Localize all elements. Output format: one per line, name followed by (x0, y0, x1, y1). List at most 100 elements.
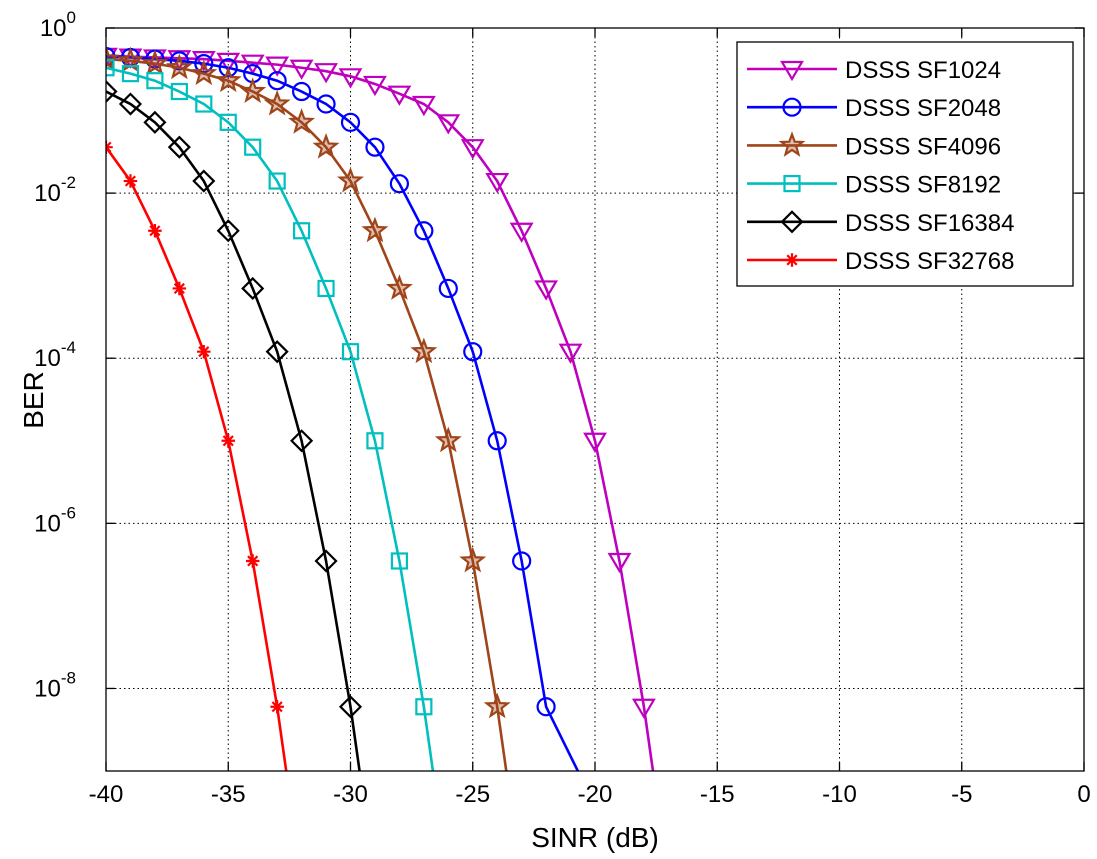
legend-label: DSSS SF1024 (845, 57, 1001, 84)
data-point (265, 56, 290, 77)
data-point (390, 552, 408, 570)
data-point (267, 71, 287, 91)
series-line (106, 57, 508, 771)
legend-label: DSSS SF32768 (845, 248, 1014, 275)
y-axis-label: BER (18, 371, 49, 429)
data-point (387, 85, 412, 106)
data-point (170, 82, 188, 101)
data-point (245, 554, 260, 568)
data-point (338, 68, 363, 89)
data-point (534, 280, 559, 301)
y-tick-exponent: 0 (67, 8, 76, 27)
legend-box (736, 41, 1074, 287)
series-dsss-sf16384 (106, 79, 363, 771)
legend-marker (782, 97, 802, 117)
data-point (288, 108, 316, 134)
data-point (314, 63, 338, 84)
data-point (483, 692, 511, 719)
data-point (106, 44, 120, 71)
legend-label: DSSS SF8192 (845, 172, 1001, 199)
data-point (221, 434, 235, 448)
legend-label: DSSS SF2048 (845, 95, 1001, 122)
data-point (219, 113, 237, 131)
y-tick-base: 10 (34, 510, 61, 537)
series-line (106, 55, 580, 771)
x-tick-label: -20 (578, 781, 613, 808)
series-dsss-sf4096 (106, 44, 511, 771)
data-point (385, 274, 413, 300)
ticks (105, 27, 1085, 771)
tick-labels: -40 -35 -30 -25 -20 -15 -10 -5 010010-210-410-61… (34, 8, 1091, 808)
data-point (365, 137, 385, 157)
y-tick-exponent: -2 (61, 173, 76, 192)
data-point (121, 65, 140, 83)
data-point (341, 343, 360, 361)
data-point (265, 340, 289, 364)
data-point (312, 133, 340, 159)
data-point (459, 546, 487, 573)
data-point (414, 221, 434, 241)
data-point (337, 166, 364, 193)
legend-label: DSSS SF16384 (845, 210, 1014, 237)
data-point (583, 432, 607, 453)
data-point (463, 342, 483, 362)
data-point (460, 139, 485, 160)
data-point (487, 431, 507, 451)
data-point (317, 279, 335, 298)
legend-item: DSSS SF2048 (747, 95, 1001, 122)
data-point (192, 169, 216, 193)
series-dsss-sf1024 (106, 47, 656, 771)
data-point (169, 51, 189, 71)
y-tick-label: 10-8 (34, 668, 76, 702)
legend-marker (780, 210, 804, 234)
y-tick-exponent: -6 (61, 503, 76, 522)
data-point (194, 54, 214, 74)
x-tick-label: -35 (211, 781, 246, 808)
data-point (241, 276, 265, 301)
legend-item: DSSS SF1024 (747, 57, 1001, 84)
series-line (106, 90, 361, 771)
legend-marker (780, 60, 804, 82)
data-point (338, 695, 363, 719)
legend: DSSS SF1024 DSSS SF2048 DSSS SF4096 DSSS SF… (736, 41, 1074, 287)
series-line (106, 54, 655, 771)
data-point (167, 135, 191, 159)
y-tick-base: 10 (40, 15, 67, 42)
legend-item: DSSS SF8192 (747, 172, 1001, 199)
data-point (512, 551, 532, 571)
data-point (244, 138, 262, 156)
data-point (292, 81, 312, 102)
data-point (106, 59, 115, 77)
data-point (366, 432, 384, 450)
y-tick-label: 10-2 (34, 173, 76, 207)
data-point (143, 110, 167, 134)
y-tick-base: 10 (34, 345, 61, 372)
data-point (410, 337, 438, 364)
data-point (214, 66, 242, 93)
data-point (197, 344, 211, 359)
data-point (239, 77, 267, 103)
data-point (216, 219, 240, 243)
data-point (268, 172, 286, 190)
data-point (146, 72, 164, 90)
data-point (340, 112, 361, 132)
y-tick-exponent: -4 (61, 338, 76, 357)
data-point (216, 52, 241, 74)
data-point (411, 95, 436, 117)
data-point (148, 224, 162, 238)
x-tick-label: -40 (89, 781, 124, 808)
data-point (165, 53, 193, 80)
data-point (434, 426, 462, 453)
data-point (558, 343, 583, 364)
plot-series (106, 44, 656, 771)
series-dsss-sf8192 (106, 59, 435, 771)
data-point (485, 172, 510, 194)
data-point (270, 700, 284, 714)
legend-item: DSSS SF4096 (747, 131, 1001, 160)
x-tick-label: -15 (700, 781, 735, 808)
data-point (289, 59, 314, 80)
data-point (141, 49, 169, 76)
legend-marker (783, 175, 801, 193)
data-point (290, 429, 314, 453)
data-point (436, 114, 461, 135)
